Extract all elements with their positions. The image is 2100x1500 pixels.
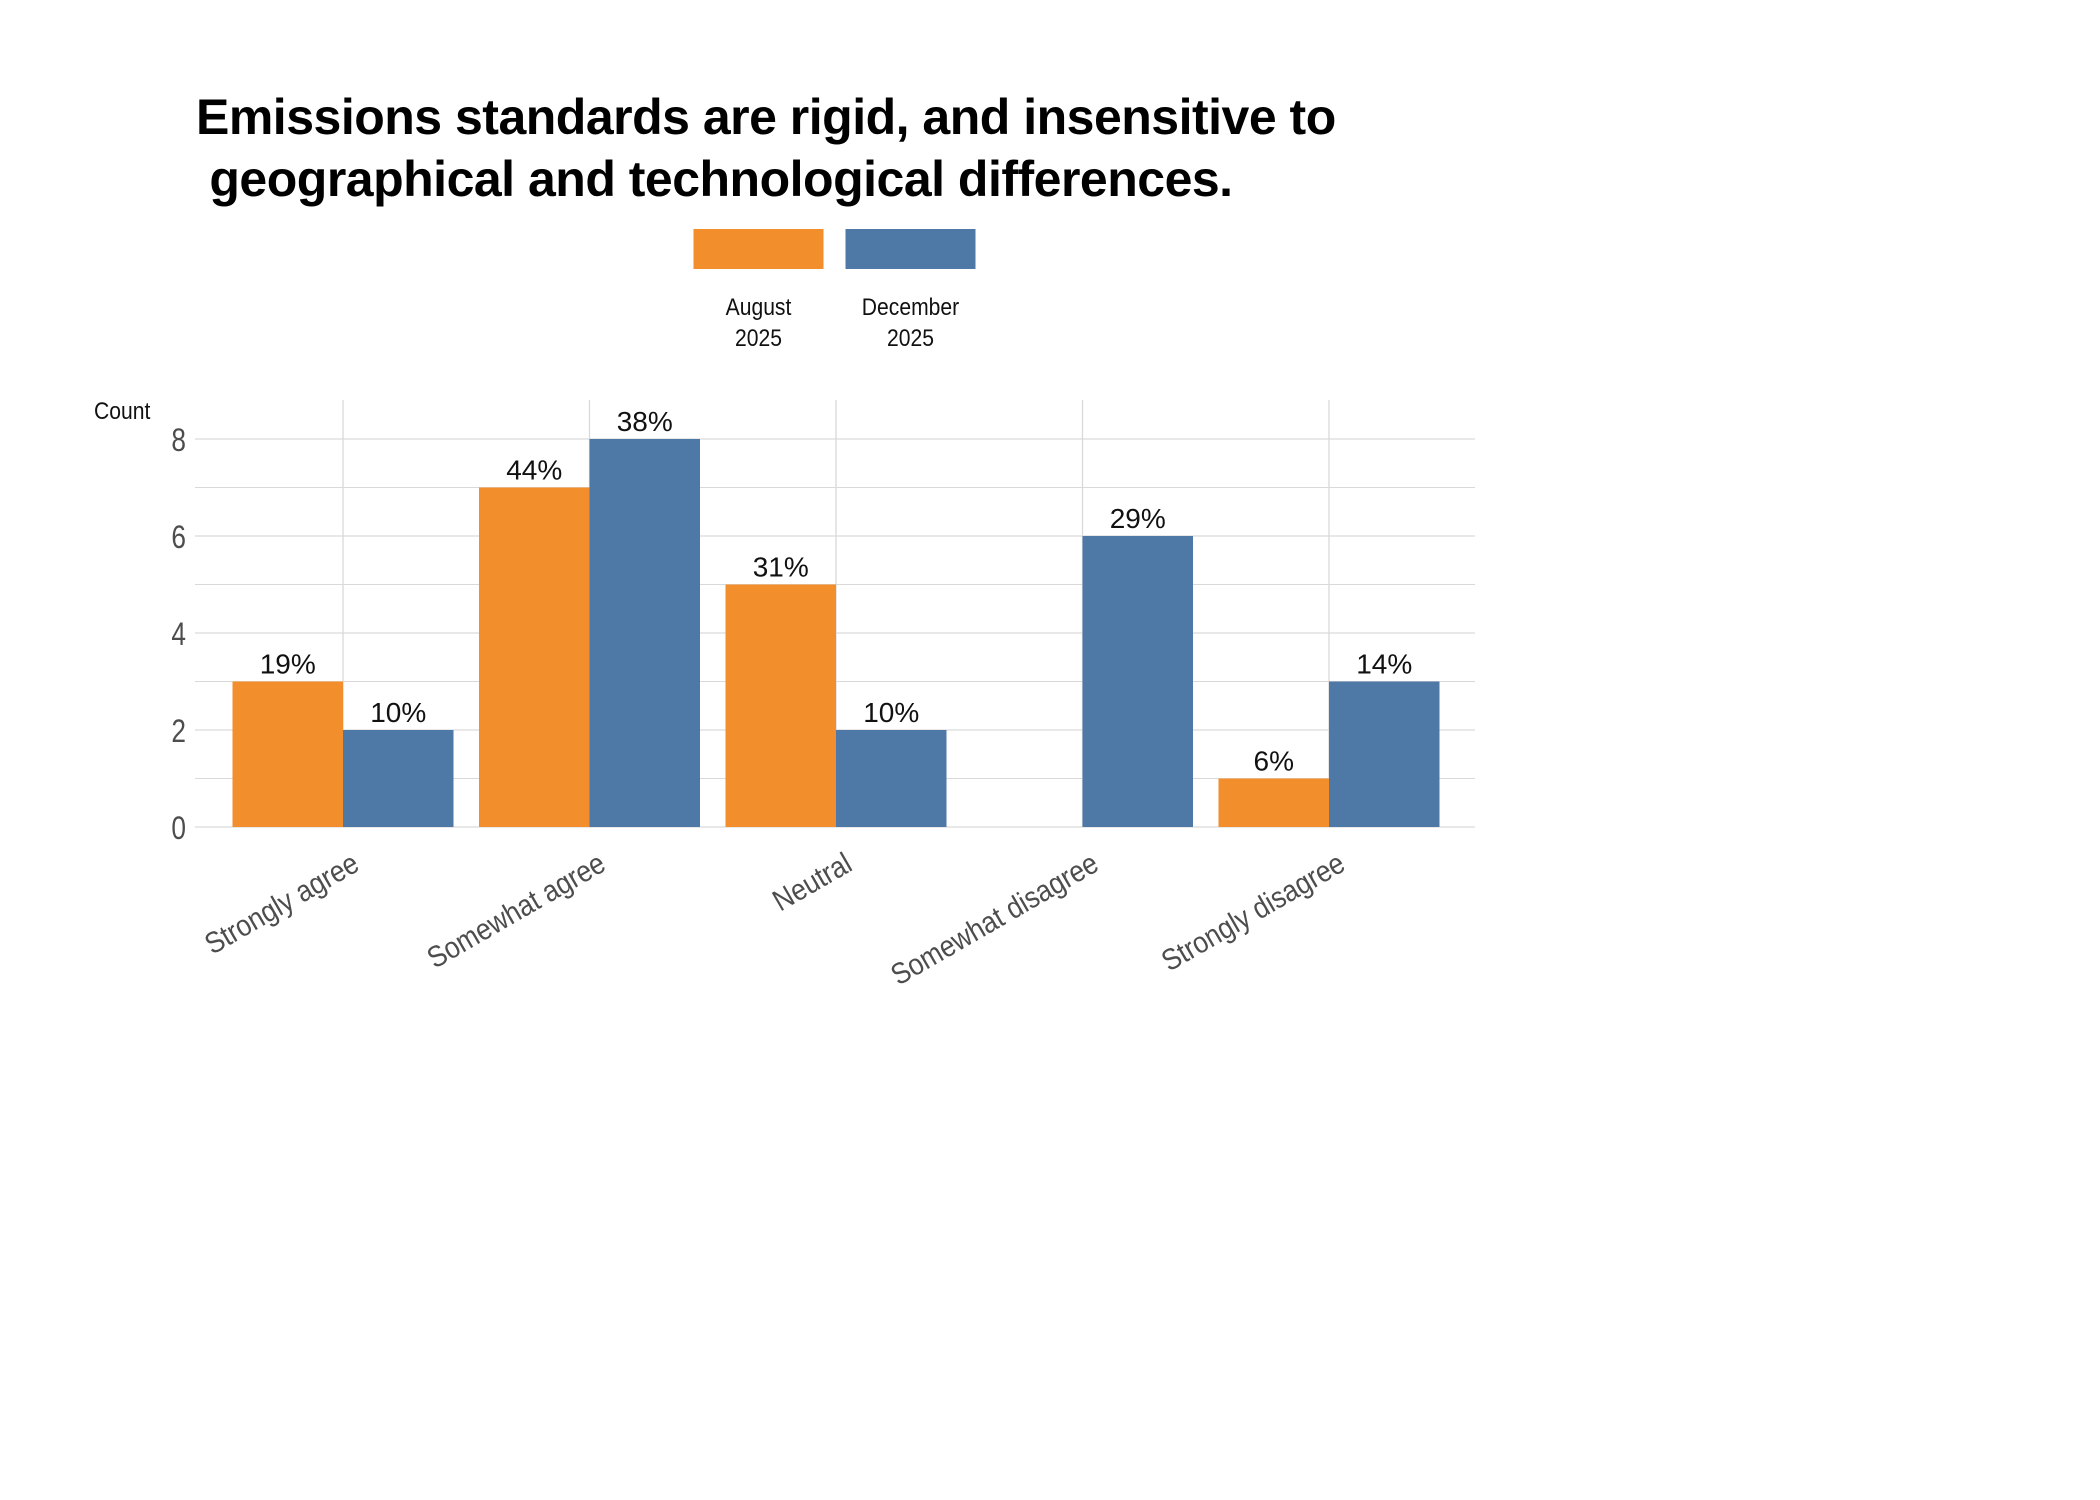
bar-label-december-2025-somewhat-agree: 38% xyxy=(617,406,673,437)
y-tick-label-6: 6 xyxy=(171,521,186,556)
y-tick-label-8: 8 xyxy=(171,424,186,459)
bar-label-december-2025-strongly-disagree: 14% xyxy=(1356,649,1412,680)
bar-label-december-2025-neutral: 10% xyxy=(863,697,919,728)
y-axis-title: Count xyxy=(94,398,151,425)
x-tick-label-strongly-disagree: Strongly disagree xyxy=(1155,845,1350,977)
x-tick-label-somewhat-agree: Somewhat agree xyxy=(421,845,611,974)
x-axis: Strongly agree Somewhat agree Neutral Somew… xyxy=(199,845,1351,991)
y-tick-label-2: 2 xyxy=(171,715,186,750)
y-tick-label-0: 0 xyxy=(171,812,186,847)
bar-label-december-2025-strongly-agree: 10% xyxy=(370,697,426,728)
legend-swatch-december-2025 xyxy=(845,229,976,269)
legend-label-august-2025: August 2025 xyxy=(726,294,792,352)
x-tick-label-strongly-agree: Strongly agree xyxy=(199,845,365,960)
bar-december-2025-strongly-disagree xyxy=(1329,681,1440,827)
x-tick-label-somewhat-disagree: Somewhat disagree xyxy=(885,845,1104,991)
bar-label-august-2025-somewhat-agree: 44% xyxy=(506,455,562,486)
legend: August 2025 December 2025 xyxy=(693,229,976,352)
chart-title-line-2: geographical and technological differenc… xyxy=(196,151,1233,207)
y-axis: 0 2 4 6 8 Count xyxy=(94,398,186,847)
legend-label-december-2025: December 2025 xyxy=(862,294,960,352)
x-tick-label-neutral: Neutral xyxy=(767,845,858,917)
bar-august-2025-somewhat-agree xyxy=(479,487,590,827)
legend-swatch-august-2025 xyxy=(693,229,824,269)
bar-label-august-2025-neutral: 31% xyxy=(753,552,809,583)
bar-december-2025-somewhat-agree xyxy=(589,439,700,827)
bar-august-2025-strongly-disagree xyxy=(1218,778,1329,827)
bar-august-2025-neutral xyxy=(725,584,836,827)
bar-december-2025-neutral xyxy=(836,730,947,827)
bar-august-2025-strongly-agree xyxy=(232,681,343,827)
y-tick-label-4: 4 xyxy=(171,618,186,653)
chart-title: Emissions standards are rigid, and insen… xyxy=(196,86,1336,210)
bar-label-august-2025-strongly-disagree: 6% xyxy=(1254,746,1294,777)
bar-december-2025-somewhat-disagree xyxy=(1082,536,1193,827)
chart-title-line-1: Emissions standards are rigid, and insen… xyxy=(196,89,1336,145)
bar-chart: 19% 44% 31% 6% 10% 38% 10% 29% 14% 0 2 4 6 8 Count St… xyxy=(94,229,1475,991)
bars xyxy=(232,439,1440,827)
bar-label-december-2025-somewhat-disagree: 29% xyxy=(1110,503,1166,534)
bar-labels: 19% 44% 31% 6% 10% 38% 10% 29% 14% xyxy=(260,406,1413,777)
bar-label-august-2025-strongly-agree: 19% xyxy=(260,649,316,680)
bar-december-2025-strongly-agree xyxy=(343,730,454,827)
